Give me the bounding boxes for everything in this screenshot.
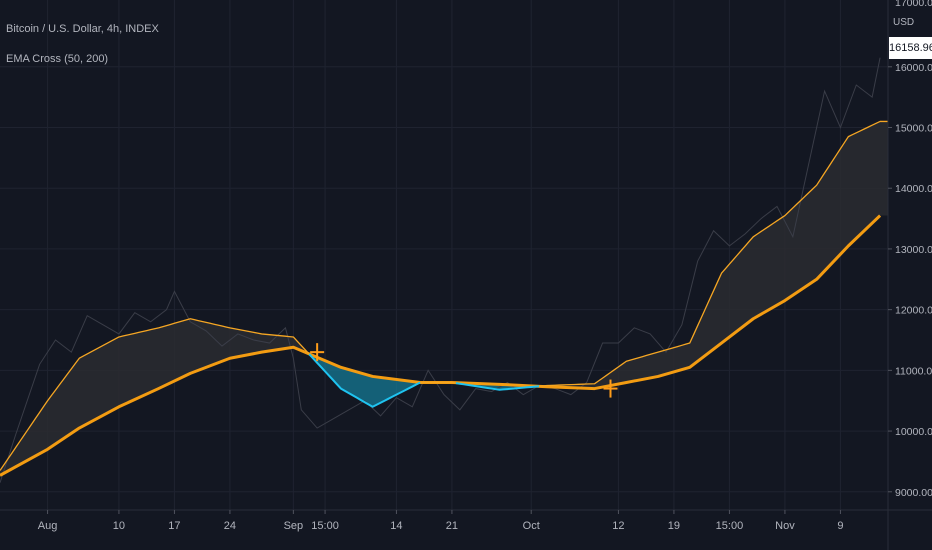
ema-50-line: [420, 381, 456, 384]
bullish-fill: [539, 121, 888, 389]
time-tick-label: Nov: [775, 520, 795, 532]
series-lines: [0, 57, 888, 483]
symbol-title[interactable]: Bitcoin / U.S. Dollar, 4h, INDEX: [6, 23, 159, 35]
bullish-fill: [0, 318, 310, 476]
price-tick-label: 12000.00: [895, 305, 932, 317]
time-tick-label: 9: [837, 520, 843, 532]
time-tick-label: 10: [113, 520, 125, 532]
price-tick-label: 11000.00: [895, 365, 932, 377]
last-price-badge: 16158.96: [889, 37, 932, 59]
cross-markers: [310, 343, 618, 398]
time-axis[interactable]: Aug 10 17 24 Sep 15:00 14 21 Oct 12 19 15:00 Nov 9: [38, 510, 844, 532]
ema-50-line: [455, 382, 540, 391]
grid-lines: [0, 0, 888, 510]
ema-50-line: [539, 120, 888, 387]
time-tick-label: Aug: [38, 520, 58, 532]
time-tick-label: Oct: [523, 520, 540, 532]
time-tick-label: 19: [668, 520, 680, 532]
ema-50-line: [0, 318, 310, 471]
currency-label: USD: [893, 17, 915, 28]
ema-50-line: [308, 353, 421, 408]
price-tick-label: 13000.00: [895, 244, 932, 256]
price-axis[interactable]: 9000.00 10000.00 11000.00 12000.00 13000.00 1…: [888, 62, 932, 499]
ema-fills: [0, 121, 888, 476]
indicator-label[interactable]: EMA Cross (50, 200): [6, 53, 109, 65]
price-tick-label: 14000.00: [895, 183, 932, 195]
price-tick-label: 16000.00: [895, 62, 932, 74]
time-tick-label: 17: [168, 520, 180, 532]
price-tick-label: 15000.00: [895, 123, 932, 135]
time-tick-label: 14: [390, 520, 402, 532]
time-tick-label: 15:00: [311, 520, 339, 532]
top-partial-tick: 17000.00: [895, 0, 932, 9]
price-tick-label: 9000.00: [895, 487, 932, 499]
price-tick-label: 10000.00: [895, 426, 932, 438]
time-tick-label: 12: [612, 520, 624, 532]
time-tick-label: 15:00: [716, 520, 744, 532]
time-tick-label: Sep: [284, 520, 304, 532]
price-tick-label: 17000.00: [895, 0, 932, 9]
time-tick-label: 24: [224, 520, 236, 532]
time-tick-label: 21: [446, 520, 458, 532]
